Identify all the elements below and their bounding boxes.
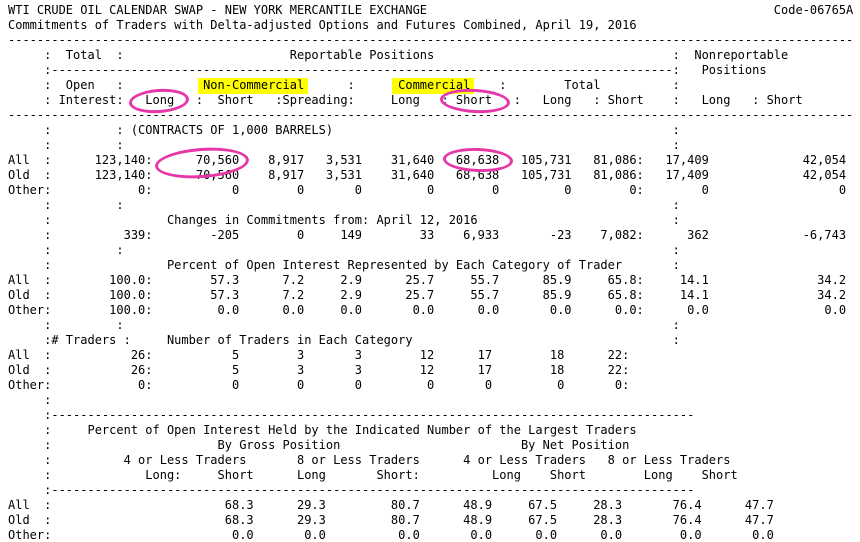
cot-report-text: WTI CRUDE OIL CALENDAR SWAP - NEW YORK M… bbox=[8, 3, 853, 542]
positions-row-old: Old : 123,140: 70,560 8,917 3,531 31,640… bbox=[8, 168, 847, 182]
spacer-line: : bbox=[8, 393, 52, 407]
largest-traders-columns-line: : Long: Short Long Short: Long Short Lon… bbox=[8, 468, 738, 482]
header-columns-line: : Interest: Long : Short :Spreading: Lon… bbox=[8, 93, 803, 107]
subtitle-line: Commitments of Traders with Delta-adjust… bbox=[8, 18, 637, 32]
non-commercial-highlight bbox=[198, 78, 308, 94]
header-group-line: : Total : Reportable Positions : Nonrepo… bbox=[8, 48, 789, 62]
traders-title-line: :# Traders : Number of Traders in Each C… bbox=[8, 333, 680, 347]
commercial-highlight bbox=[392, 78, 474, 94]
percent-title-line: : Percent of Open Interest Represented b… bbox=[8, 258, 680, 272]
spacer-line: : : : bbox=[8, 318, 680, 332]
positions-row-all: All : 123,140: 70,560 8,917 3,531 31,640… bbox=[8, 153, 847, 167]
traders-row-old: Old : 26: 5 3 3 12 17 18 22: bbox=[8, 363, 630, 377]
header-categories-line: : Open : Non-Commercial : Commercial : T… bbox=[8, 78, 680, 92]
contracts-unit-line: : : (CONTRACTS OF 1,000 BARRELS) : bbox=[8, 123, 680, 137]
header-box-line: :---------------------------------------… bbox=[8, 63, 767, 77]
separator-line: ----------------------------------------… bbox=[8, 108, 854, 122]
traders-row-other: Other: 0: 0 0 0 0 0 0 0: bbox=[8, 378, 630, 392]
largest-traders-title-line: : Percent of Open Interest Held by the I… bbox=[8, 423, 637, 437]
percent-row-other: Other: 100.0: 0.0 0.0 0.0 0.0 0.0 0.0 0.… bbox=[8, 303, 847, 317]
largest-traders-subgroups-line: : 4 or Less Traders 8 or Less Traders 4 … bbox=[8, 453, 731, 467]
spacer-line: : : : bbox=[8, 243, 680, 257]
spacer-line: : : : bbox=[8, 198, 680, 212]
traders-row-all: All : 26: 5 3 3 12 17 18 22: bbox=[8, 348, 630, 362]
inner-separator-line: :---------------------------------------… bbox=[8, 408, 695, 422]
separator-line: ----------------------------------------… bbox=[8, 33, 854, 47]
percent-row-all: All : 100.0: 57.3 7.2 2.9 25.7 55.7 85.9… bbox=[8, 273, 847, 287]
inner-separator-line: :---------------------------------------… bbox=[8, 483, 695, 497]
largest-traders-groups-line: : By Gross Position By Net Position bbox=[8, 438, 630, 452]
largest-row-other: Other: 0.0 0.0 0.0 0.0 0.0 0.0 0.0 0.0 bbox=[8, 528, 774, 542]
changes-values-line: : 339: -205 0 149 33 6,933 -23 7,082: 36… bbox=[8, 228, 847, 242]
positions-row-other: Other: 0: 0 0 0 0 0 0 0: 0 0 bbox=[8, 183, 847, 197]
largest-row-old: Old : 68.3 29.3 80.7 48.9 67.5 28.3 76.4… bbox=[8, 513, 774, 527]
changes-title-line: : Changes in Commitments from: April 12,… bbox=[8, 213, 680, 227]
percent-row-old: Old : 100.0: 57.3 7.2 2.9 25.7 55.7 85.9… bbox=[8, 288, 847, 302]
spacer-line: : : : bbox=[8, 138, 680, 152]
title-line: WTI CRUDE OIL CALENDAR SWAP - NEW YORK M… bbox=[8, 3, 854, 17]
largest-row-all: All : 68.3 29.3 80.7 48.9 67.5 28.3 76.4… bbox=[8, 498, 774, 512]
